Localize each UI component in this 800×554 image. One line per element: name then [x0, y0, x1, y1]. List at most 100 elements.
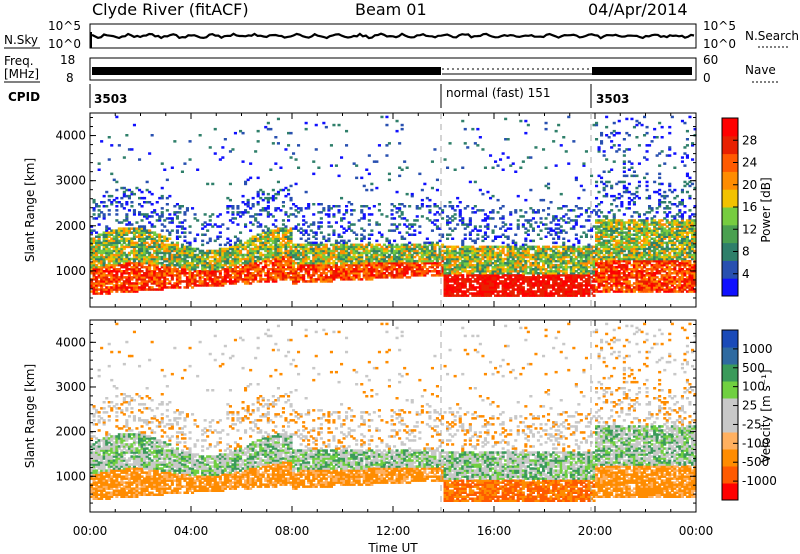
power-echo-cell [547, 182, 551, 186]
power-echo-cell [256, 270, 260, 273]
power-echo-cell [327, 261, 331, 265]
power-echo-cell [281, 239, 285, 243]
power-echo-cell [221, 280, 225, 283]
power-echo-cell [218, 280, 222, 283]
power-echo-cell [340, 255, 344, 259]
power-echo-cell [97, 162, 101, 165]
power-echo-cell [390, 223, 394, 226]
power-echo-cell [281, 229, 285, 232]
power-echo-cell [289, 237, 293, 240]
power-echo-cell [509, 282, 513, 285]
power-echo-cell [489, 217, 493, 220]
power-echo-cell [539, 217, 543, 220]
power-echo-cell [115, 290, 119, 293]
power-echo-cell [251, 239, 255, 243]
power-echo-cell [188, 274, 192, 277]
power-echo-cell [466, 245, 470, 249]
power-echo-cell [281, 257, 285, 261]
power-echo-cell [544, 294, 548, 297]
power-echo-cell [307, 207, 311, 210]
power-echo-cell [221, 282, 225, 285]
power-echo-cell [410, 194, 414, 198]
power-echo-cell [266, 235, 270, 238]
power-echo-cell [312, 251, 316, 255]
nsearch-tick-high: 10^5 [703, 19, 736, 33]
power-echo-cell [241, 268, 245, 271]
power-echo-cell [337, 272, 341, 275]
power-echo-cell [193, 247, 197, 251]
power-echo-cell [461, 255, 465, 259]
power-echo-cell [274, 272, 278, 275]
power-echo-cell [408, 251, 412, 255]
power-echo-cell [208, 263, 212, 267]
power-echo-cell [256, 176, 260, 180]
power-echo-cell [428, 241, 432, 245]
power-echo-cell [476, 290, 480, 293]
power-echo-cell [430, 259, 434, 263]
power-echo-cell [501, 292, 505, 295]
power-echo-cell [165, 272, 169, 275]
power-echo-cell [516, 280, 520, 283]
power-echo-cell [132, 274, 136, 277]
power-echo-cell [92, 217, 96, 220]
power-echo-cell [163, 249, 167, 253]
power-echo-cell [448, 253, 452, 257]
power-echo-cell [466, 259, 470, 263]
power-echo-cell [521, 270, 525, 273]
power-echo-cell [476, 255, 480, 259]
power-echo-cell [360, 251, 364, 255]
power-echo-cell [266, 237, 270, 240]
power-echo-cell [544, 223, 548, 226]
power-echo-cell [511, 278, 515, 281]
power-echo-cell [473, 278, 477, 281]
power-echo-cell [168, 286, 172, 289]
power-echo-cell [453, 251, 457, 255]
power-echo-cell [393, 257, 397, 261]
power-echo-cell [110, 278, 114, 281]
power-echo-cell [458, 213, 462, 216]
power-echo-cell [317, 243, 321, 247]
power-echo-cell [446, 278, 450, 281]
power-echo-cell [332, 270, 336, 273]
power-echo-cell [423, 259, 427, 263]
power-echo-cell [529, 255, 533, 259]
power-echo-cell [201, 263, 205, 267]
power-echo-cell [420, 188, 424, 192]
power-echo-cell [264, 280, 268, 283]
power-echo-cell [287, 259, 291, 263]
power-echo-cell [115, 115, 119, 119]
power-echo-cell [132, 245, 136, 249]
power-echo-cell [188, 270, 192, 273]
power-echo-cell [317, 166, 321, 169]
power-echo-cell [180, 205, 184, 208]
power-echo-cell [294, 255, 298, 259]
power-echo-cell [223, 274, 227, 277]
power-echo-cell [228, 255, 232, 259]
power-echo-cell [461, 290, 465, 293]
power-echo-cell [463, 292, 467, 295]
power-echo-cell [107, 136, 111, 139]
power-echo-cell [266, 259, 270, 263]
power-echo-cell [483, 288, 487, 291]
power-echo-cell [559, 251, 563, 255]
power-echo-cell [483, 270, 487, 273]
power-echo-cell [183, 162, 187, 165]
power-echo-cell [254, 255, 258, 259]
power-echo-cell [188, 255, 192, 259]
power-echo-cell [233, 245, 237, 249]
power-echo-cell [322, 121, 326, 125]
power-echo-cell [249, 221, 253, 224]
power-echo-cell [557, 257, 561, 261]
power-echo-cell [529, 284, 533, 287]
power-echo-cell [443, 276, 447, 279]
power-echo-cell [579, 235, 583, 238]
power-echo-cell [413, 229, 417, 232]
power-echo-cell [552, 284, 556, 287]
power-echo-cell [148, 247, 152, 251]
power-echo-cell [486, 288, 490, 291]
power-echo-cell [127, 251, 131, 255]
power-echo-cell [327, 239, 331, 243]
power-echo-cell [385, 115, 389, 119]
power-echo-cell [514, 209, 518, 212]
power-echo-cell [332, 272, 336, 275]
